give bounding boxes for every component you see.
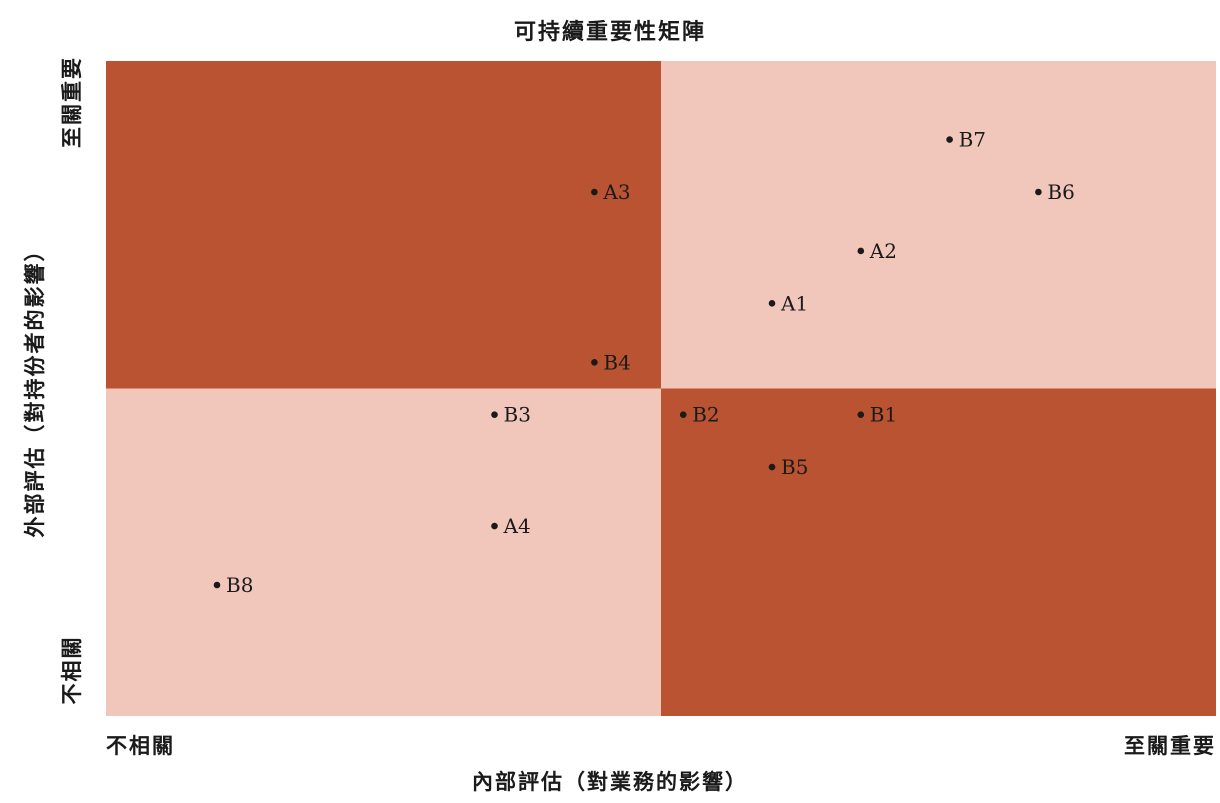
- chart-title: 可持續重要性矩陣: [513, 19, 706, 45]
- point-label-b4: B4: [603, 350, 630, 374]
- point-label-b5: B5: [781, 455, 808, 479]
- point-marker-b5: [768, 463, 776, 471]
- point-label-b8: B8: [226, 573, 253, 597]
- point-marker-b7: [946, 136, 953, 143]
- point-marker-a2: [857, 247, 865, 255]
- y-axis-title: 外部評估（對持份者的影響）: [22, 238, 47, 538]
- point-marker-b4: [591, 359, 598, 366]
- point-label-a2: A2: [869, 239, 897, 263]
- point-marker-b1: [857, 411, 865, 419]
- point-label-a1: A1: [780, 291, 808, 315]
- point-label-b6: B6: [1047, 180, 1074, 204]
- x-tick-low: 不相關: [106, 733, 175, 758]
- point-label-b1: B1: [870, 403, 897, 427]
- point-label-b3: B3: [504, 403, 531, 427]
- y-tick-low: 不相關: [59, 635, 84, 705]
- point-marker-a4: [491, 522, 498, 530]
- x-tick-high: 至關重要: [1124, 733, 1216, 758]
- y-tick-high: 至關重要: [59, 56, 84, 148]
- point-label-a3: A3: [602, 180, 630, 204]
- data-points: A1 A2 A3 A4 B1 B2 B3 B4 B5 B6 B7 B8: [213, 128, 1075, 597]
- point-label-a4: A4: [503, 514, 531, 538]
- point-marker-b3: [491, 411, 498, 419]
- point-marker-a3: [591, 188, 598, 196]
- point-marker-b6: [1035, 188, 1042, 196]
- point-marker-a1: [768, 300, 776, 307]
- quadrant-top-right: [661, 61, 1216, 389]
- point-label-b2: B2: [692, 403, 719, 427]
- point-marker-b8: [213, 581, 221, 589]
- point-marker-b2: [679, 411, 687, 419]
- quadrant-bottom-left: [106, 388, 661, 716]
- quadrant-bottom-right: [661, 388, 1216, 716]
- quadrant-top-left: [106, 61, 661, 389]
- x-axis-title: 內部評估（對業務的影響）: [472, 769, 748, 794]
- point-label-b7: B7: [959, 128, 986, 152]
